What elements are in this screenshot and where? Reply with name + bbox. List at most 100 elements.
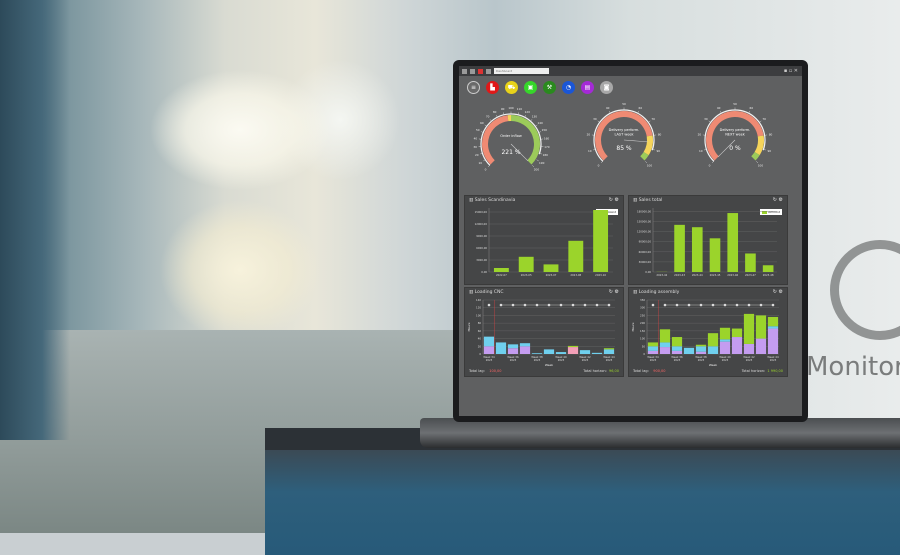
gauge-tick-label: 100 (508, 106, 514, 110)
y-tick-label: 150 (640, 329, 645, 333)
gauge-tick-label: 180 (543, 153, 549, 157)
bar (745, 253, 756, 272)
y-tick-label: 140 (476, 298, 481, 302)
y-tick-label: 180000,00 (637, 209, 651, 213)
x-tick-label: 2023-48 (763, 273, 774, 277)
x-tick-label: 2023 (582, 358, 589, 362)
gauge-tick (488, 165, 490, 167)
stacked-bar-segment (568, 346, 578, 347)
stacked-bar-segment (672, 337, 682, 346)
x-tick-label: 2023 (558, 358, 565, 362)
x-tick-label: 2023-43 (674, 273, 685, 277)
gauge-subtitle: LAST week (614, 133, 634, 137)
chart: 0,003000,006000,009000,0012000,0015000,0… (465, 196, 625, 286)
y-tick-label: 3000,00 (476, 258, 487, 262)
gauge-tick-label: 140 (537, 121, 543, 125)
gauge-tick-label: 70 (651, 117, 655, 121)
gauge-tick-label: 60 (480, 121, 484, 125)
stacked-bar-segment (708, 346, 718, 354)
x-tick-label: 2023-44 (692, 273, 703, 277)
toolbar-button[interactable] (470, 69, 475, 74)
stacked-bar-segment (544, 349, 554, 354)
x-tick-label: 2022-07 (496, 273, 507, 277)
gauge-tick (598, 121, 600, 122)
gauge-tick (485, 125, 487, 126)
gauge-tick-label: 80 (493, 110, 497, 114)
gauge-tick (709, 121, 711, 122)
stacked-bar-segment (696, 345, 706, 347)
menu-icon[interactable]: ≡ (467, 81, 480, 94)
window-controls[interactable]: ▪ ▫ ✕ (784, 68, 798, 74)
cart-icon[interactable]: ⛟ (505, 81, 518, 94)
document-icon[interactable]: ▤ (581, 81, 594, 94)
gauge-tick-label: 50 (476, 128, 480, 132)
y-tick-label: 50 (642, 344, 646, 348)
gauge-tick-label: 10 (699, 149, 703, 153)
bar (674, 225, 685, 272)
stacked-bar-segment (484, 337, 494, 347)
dashboard-select[interactable]: Dashboard (494, 68, 549, 74)
stacked-bar-segment (720, 328, 730, 340)
toolbar-button[interactable] (486, 69, 491, 74)
x-axis-label: Week (709, 363, 717, 367)
gauge-tick-label: 40 (717, 106, 721, 110)
y-tick-label: 0 (643, 352, 645, 356)
gauge-tick-label: 20 (587, 132, 591, 136)
stacked-bar-segment (660, 329, 670, 342)
gauge-band (757, 136, 761, 154)
stacked-bar-segment (648, 342, 658, 346)
gauge-band (753, 154, 757, 159)
bar (544, 264, 559, 272)
y-tick-label: 120 (476, 306, 481, 310)
gauge-subtitle: NEXT week (725, 133, 746, 137)
factory-icon[interactable]: ▙ (486, 81, 499, 94)
bar (568, 241, 583, 272)
y-tick-label: 15000,00 (475, 210, 488, 214)
stacked-bar-segment (720, 342, 730, 354)
x-tick-label: 2023 (534, 358, 541, 362)
window-toolbar: Dashboard ▪ ▫ ✕ (459, 66, 802, 76)
bar (727, 213, 738, 272)
y-tick-label: 60 (478, 329, 482, 333)
gauge-value: 85 % (616, 145, 632, 152)
chat-icon[interactable]: ◙ (600, 81, 613, 94)
gauge-tick-label: 120 (525, 110, 531, 114)
stacked-bar-segment (672, 346, 682, 351)
tool-icon[interactable]: ⚒ (543, 81, 556, 94)
gauge-tick-label: 70 (486, 115, 490, 119)
y-tick-label: 9000,00 (476, 234, 487, 238)
stacked-bar-segment (732, 337, 742, 354)
y-tick-label: 60000,00 (639, 250, 652, 254)
gauge-tick-label: 60 (639, 106, 643, 110)
bar (519, 257, 534, 272)
clock-icon[interactable]: ◔ (562, 81, 575, 94)
gauge-tick-label: 10 (588, 149, 592, 153)
gauge-tick-label: 10 (479, 161, 483, 165)
x-tick-label: 2023-42 (656, 273, 667, 277)
gauge-tick (490, 119, 492, 121)
stacked-bar-segment (520, 343, 530, 346)
truck-icon[interactable]: ▣ (524, 81, 537, 94)
laptop-base (420, 418, 900, 448)
gauge-tick-label: 90 (501, 107, 505, 111)
stacked-bar-segment (732, 329, 742, 337)
monitor-brand-text: Monitor (806, 352, 900, 382)
stacked-bar-segment (508, 348, 518, 354)
gauge-tick-label: 50 (622, 102, 626, 106)
x-tick-label: 2023 (510, 358, 517, 362)
toolbar-button[interactable] (478, 69, 483, 74)
stacked-bar-segment (768, 326, 778, 328)
x-tick-label: 2023 (674, 358, 681, 362)
stacked-bar-segment (660, 342, 670, 347)
module-icon-bar: ≡ ▙ ⛟ ▣ ⚒ ◔ ▤ ◙ (467, 81, 613, 94)
y-tick-label: 40 (478, 337, 482, 341)
toolbar-button[interactable] (462, 69, 467, 74)
y-tick-label: 350 (640, 298, 645, 302)
gauge-tick-label: 50 (733, 102, 737, 106)
chart: 0,0030000,0060000,0090000,00120000,00150… (629, 196, 789, 286)
